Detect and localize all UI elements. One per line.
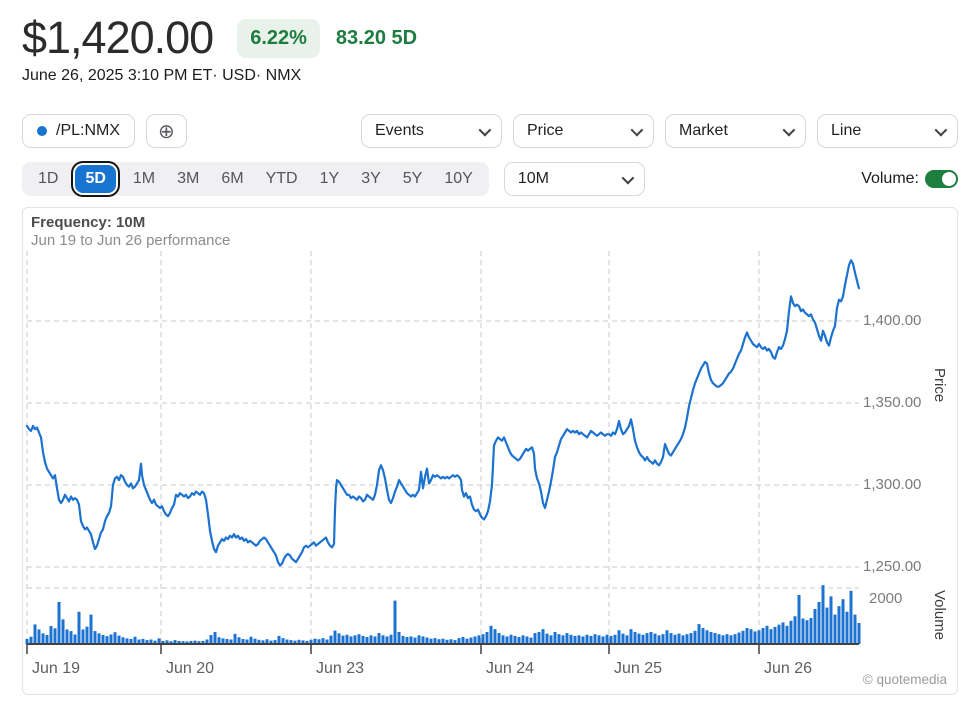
range-button-6m[interactable]: 6M <box>211 165 253 193</box>
x-axis-label: Jun 20 <box>166 660 215 677</box>
frequency-value: 10M <box>517 170 549 187</box>
range-button-ytd[interactable]: YTD <box>256 165 308 193</box>
dropdown-events[interactable]: Events <box>361 114 502 148</box>
volume-axis-label: 2000 <box>869 590 903 607</box>
x-axis-label: Jun 26 <box>764 660 813 677</box>
price-axis-label: 1,250.00 <box>863 558 922 575</box>
range-button-5y[interactable]: 5Y <box>393 165 433 193</box>
chart-option-dropdowns: Events Price Market Line <box>361 114 958 148</box>
ticker-symbol: /PL:NMX <box>56 122 121 139</box>
chevron-down-icon <box>478 123 492 136</box>
range-button-10y[interactable]: 10Y <box>434 165 482 193</box>
change-absolute: 83.20 5D <box>335 26 418 49</box>
price-chart[interactable]: Frequency: 10M Jun 19 to Jun 26 performa… <box>22 207 958 695</box>
chevron-down-icon <box>621 171 635 184</box>
price-axis-label: 1,400.00 <box>863 312 922 329</box>
add-comparison-button[interactable]: ⊕ <box>146 114 187 148</box>
chart-frequency-title: Frequency: 10M <box>31 214 146 231</box>
range-button-1m[interactable]: 1M <box>123 165 165 193</box>
chart-canvas <box>25 251 861 654</box>
dropdown-value: Line <box>831 122 862 139</box>
symbol-toolbar: /PL:NMX ⊕ Events Price Market Line <box>22 114 958 148</box>
volume-toggle-control: Volume: <box>861 170 958 188</box>
frequency-dropdown[interactable]: 10M <box>503 162 645 196</box>
plus-circle-icon: ⊕ <box>158 120 175 143</box>
range-button-3m[interactable]: 3M <box>167 165 209 193</box>
toggle-knob-icon <box>942 172 956 186</box>
chart-subtitle: Jun 19 to Jun 26 performance <box>31 232 231 249</box>
range-button-1d[interactable]: 1D <box>28 165 68 193</box>
ticker-chip[interactable]: /PL:NMX <box>22 114 136 148</box>
current-price: $1,420.00 <box>22 12 214 63</box>
ticker-dot-icon <box>37 126 47 136</box>
dropdown-price[interactable]: Price <box>513 114 654 148</box>
range-button-1y[interactable]: 1Y <box>310 165 350 193</box>
data-provider-credit: © quotemedia <box>862 672 947 687</box>
quote-datetime: June 26, 2025 3:10 PM ET· USD· NMX <box>22 67 302 84</box>
dropdown-market[interactable]: Market <box>665 114 806 148</box>
dropdown-value: Market <box>679 122 728 139</box>
chevron-down-icon <box>934 123 948 136</box>
range-button-5d[interactable]: 5D <box>75 165 116 193</box>
change-percent-badge: 6.22% <box>237 18 320 58</box>
chevron-down-icon <box>630 123 644 136</box>
volume-pane-label: Volume <box>931 590 948 641</box>
range-button-3y[interactable]: 3Y <box>351 165 391 193</box>
x-axis-label: Jun 19 <box>32 660 81 677</box>
dropdown-line[interactable]: Line <box>817 114 958 148</box>
chevron-down-icon <box>782 123 796 136</box>
x-axis-label: Jun 25 <box>614 660 663 677</box>
price-pane-label: Price <box>931 368 948 403</box>
price-axis-label: 1,300.00 <box>863 476 922 493</box>
dropdown-value: Price <box>527 122 564 139</box>
x-axis-label: Jun 24 <box>486 660 535 677</box>
price-axis-label: 1,350.00 <box>863 394 922 411</box>
volume-toggle[interactable] <box>925 170 958 188</box>
price-header: $1,420.00 6.22% 83.20 5D <box>22 12 958 64</box>
quote-page: $1,420.00 6.22% 83.20 5D June 26, 2025 3… <box>22 12 958 695</box>
dropdown-value: Events <box>375 122 424 139</box>
x-axis-label: Jun 23 <box>316 660 365 677</box>
range-button-group: 1D 5D 1M 3M 6M YTD 1Y 3Y 5Y 10Y <box>22 162 489 196</box>
range-toolbar: 1D 5D 1M 3M 6M YTD 1Y 3Y 5Y 10Y 10M Volume: <box>22 162 958 196</box>
volume-toggle-label: Volume: <box>861 170 919 187</box>
